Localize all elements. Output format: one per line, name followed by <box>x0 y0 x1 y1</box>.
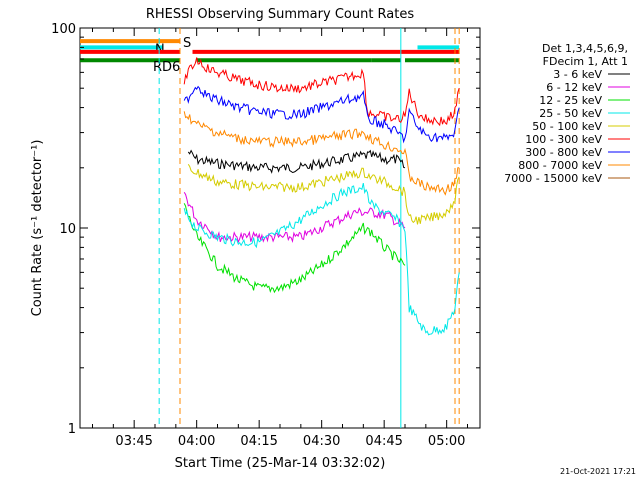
legend-entry: 300 - 800 keV <box>525 146 602 159</box>
series-line <box>183 57 460 127</box>
legend-header: Det 1,3,4,5,6,9, <box>542 42 628 55</box>
plot-frame <box>79 27 481 429</box>
event-markers <box>158 28 460 428</box>
x-axis: 03:45 04:00 04:15 04:30 04:45 05:00 <box>92 28 468 449</box>
legend-entry: 50 - 100 keV <box>532 120 602 133</box>
legend-entry: 3 - 6 keV <box>553 68 602 81</box>
series-line <box>183 85 460 144</box>
series-line <box>187 149 406 174</box>
flag-label: S <box>183 36 191 51</box>
x-tick-label: 04:30 <box>303 434 340 449</box>
series-lines <box>183 57 460 336</box>
status-flags: SNRD6 <box>80 36 460 75</box>
footer-timestamp: 21-Oct-2021 17:21 <box>560 467 636 476</box>
y-tick-label: 10 <box>59 222 76 237</box>
legend: Det 1,3,4,5,6,9,FDecim 1, Att 13 - 6 keV… <box>504 42 630 185</box>
flag-label: RD6 <box>153 60 180 75</box>
y-axis-label: Count Rate (s⁻¹ detector⁻¹) <box>30 140 45 317</box>
y-tick-label: 100 <box>51 22 76 37</box>
series-line <box>183 111 460 196</box>
x-axis-label: Start Time (25-Mar-14 03:32:02) <box>175 456 386 471</box>
legend-entry: 100 - 300 keV <box>525 133 602 146</box>
y-axis: 1 10 100 <box>51 22 480 437</box>
legend-entry: 7000 - 15000 keV <box>504 172 602 185</box>
series-line <box>183 191 406 244</box>
legend-entry: 6 - 12 keV <box>546 81 602 94</box>
series-line <box>183 203 406 294</box>
x-tick-label: 03:45 <box>115 434 152 449</box>
legend-header: FDecim 1, Att 1 <box>543 55 628 68</box>
legend-entry: 12 - 25 keV <box>539 94 602 107</box>
legend-entry: 800 - 7000 keV <box>518 159 602 172</box>
x-tick-label: 05:00 <box>428 434 465 449</box>
x-tick-label: 04:15 <box>240 434 277 449</box>
chart-title: RHESSI Observing Summary Count Rates <box>146 7 415 22</box>
series-line <box>187 163 460 225</box>
y-tick-label: 1 <box>68 422 76 437</box>
x-tick-label: 04:00 <box>178 434 215 449</box>
series-line <box>183 182 460 336</box>
legend-entry: 25 - 50 keV <box>539 107 602 120</box>
x-tick-label: 04:45 <box>365 434 402 449</box>
